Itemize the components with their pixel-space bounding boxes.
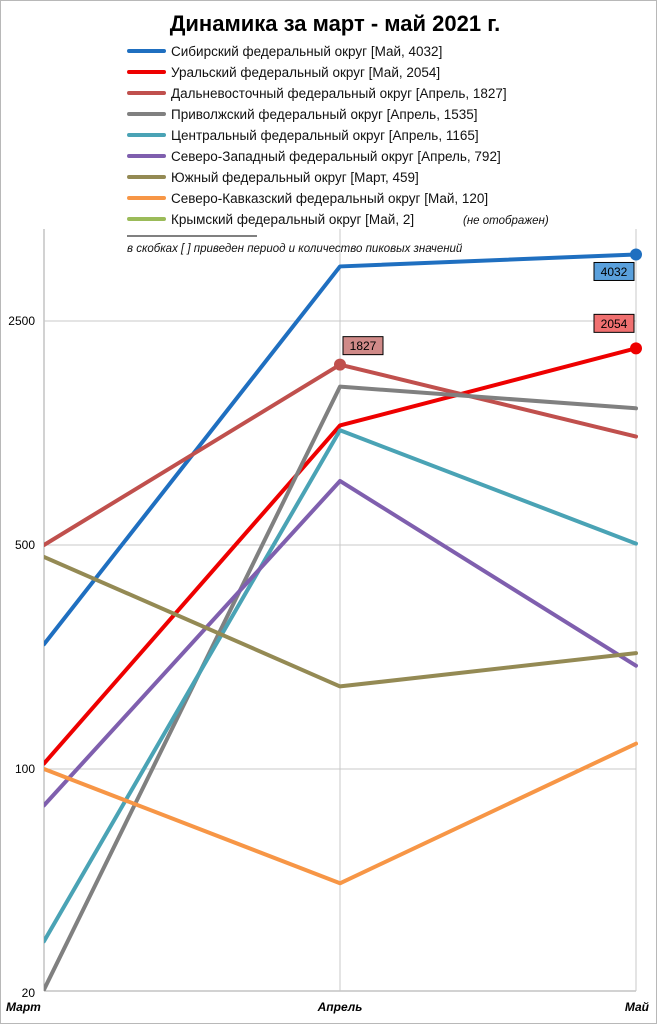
data-label-box [593,313,635,333]
peak-markers [334,248,642,371]
legend-entry-0: Сибирский федеральный округ [Май, 4032] [171,44,442,59]
x-tick-label: Апрель [317,1000,363,1014]
legend-entry-4: Центральный федеральный округ [Апрель, 1… [171,128,479,143]
data-labels: 4032 2054 1827 [342,261,635,356]
series-line-1 [44,346,638,766]
y-tick-label: 20 [22,986,36,1000]
legend-entry-5: Северо-Западный федеральный округ [Апрел… [171,149,501,164]
data-label-1: 2054 [593,313,635,333]
y-tick-label: 100 [15,762,35,776]
y-axis: 20 100 500 2500 [8,314,35,1000]
legend-entry-3: Приволжский федеральный округ [Апрель, 1… [171,107,478,122]
legend-entry-7: Северо-Кавказский федеральный округ [Май… [171,191,488,206]
series-lines [44,252,638,991]
x-axis: Март Апрель Май [6,1000,650,1014]
legend-entry-2: Дальневосточный федеральный округ [Апрел… [171,86,507,101]
x-tick-label: Май [625,1000,650,1014]
data-label-2: 1827 [342,336,384,356]
legend-entry-8: Крымский федеральный округ [Май, 2] [171,212,414,227]
x-tick-label: Март [6,1000,41,1014]
footnote: в скобках [ ] приведен период и количест… [127,243,463,255]
series-line-3 [44,384,638,991]
hidden-note: (не отображен) [463,215,549,227]
y-tick-label: 500 [15,538,35,552]
data-label-box [342,336,384,356]
y-tick-label: 2500 [8,314,35,328]
series-line-7 [44,741,638,886]
legend-entry-1: Уральский федеральный округ [Май, 2054] [171,65,440,80]
series-line-5 [44,478,638,808]
peak-marker-1 [630,342,642,355]
series-line-0 [44,252,638,647]
peak-marker-2 [334,358,346,371]
peak-marker-0 [630,248,642,261]
data-label-0: 4032 [593,261,635,281]
series-line-4 [44,428,638,944]
legend-entry-6: Южный федеральный округ [Март, 459] [171,170,419,185]
data-label-text: 2054 [601,317,628,331]
chart-title: Динамика за март - май 2021 г. [170,11,501,36]
data-label-box [593,261,635,281]
series-line-6 [44,554,638,689]
data-label-text: 4032 [601,265,628,279]
legend: Сибирский федеральный округ [Май, 4032] У… [127,44,549,255]
data-label-text: 1827 [350,339,377,353]
